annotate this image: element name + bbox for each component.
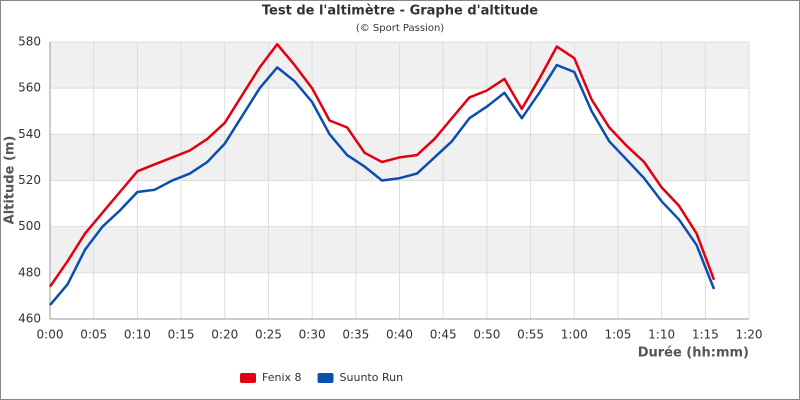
x-tick-label: 0:25	[255, 328, 282, 342]
x-tick-label: 1:05	[604, 328, 631, 342]
x-tick-label: 0:10	[124, 328, 151, 342]
legend-label: Suunto Run	[340, 371, 404, 384]
y-axis-title: Altitude (m)	[3, 136, 18, 225]
x-tick-label: 1:00	[561, 328, 588, 342]
x-tick-label: 0:50	[473, 328, 500, 342]
x-tick-label: 1:10	[648, 328, 675, 342]
x-tick-label: 0:00	[37, 328, 64, 342]
y-tick-label: 580	[18, 35, 41, 49]
y-tick-label: 520	[18, 173, 41, 187]
x-tick-label: 1:15	[692, 328, 719, 342]
x-tick-label: 0:20	[211, 328, 238, 342]
y-tick-label: 460	[18, 312, 41, 326]
x-tick-label: 0:30	[299, 328, 326, 342]
series-line	[49, 63, 716, 306]
y-tick-label: 500	[18, 219, 41, 233]
x-tick-label: 1:20	[736, 328, 763, 342]
x-tick-label: 0:35	[342, 328, 369, 342]
legend-label: Fenix 8	[262, 371, 302, 384]
x-tick-label: 0:15	[168, 328, 195, 342]
chart-title: Test de l'altimètre - Graphe d'altitude	[262, 4, 538, 19]
legend-swatch	[240, 373, 256, 383]
x-tick-label: 0:05	[80, 328, 107, 342]
series-line	[48, 43, 716, 288]
x-tick-label: 0:45	[430, 328, 457, 342]
x-tick-label: 0:55	[517, 328, 544, 342]
y-tick-label: 560	[18, 81, 41, 95]
y-tick-label: 540	[18, 127, 41, 141]
x-tick-label: 0:40	[386, 328, 413, 342]
chart-subtitle: (© Sport Passion)	[356, 23, 444, 34]
legend-swatch	[317, 373, 334, 383]
y-tick-label: 480	[18, 265, 41, 279]
x-axis-title: Durée (hh:mm)	[638, 346, 749, 361]
